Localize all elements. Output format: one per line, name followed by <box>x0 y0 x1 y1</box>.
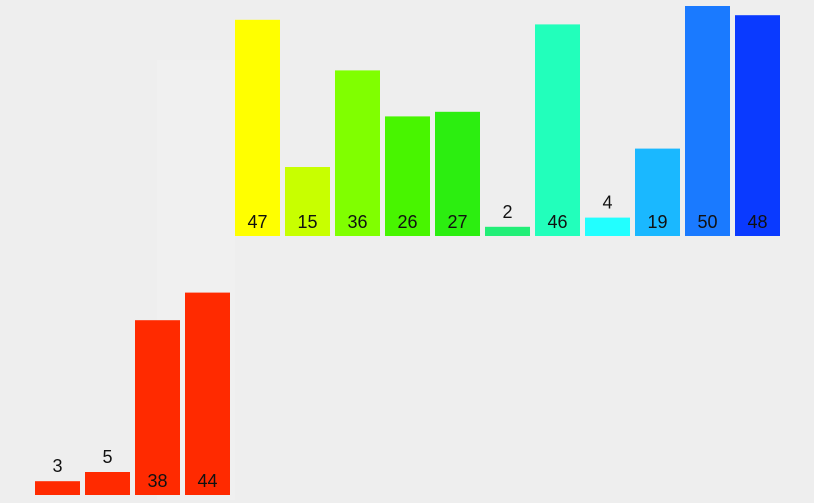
bar <box>135 320 180 495</box>
bar-label: 47 <box>247 212 267 232</box>
bar <box>285 167 330 236</box>
bar <box>85 472 130 495</box>
bar-label: 44 <box>197 471 217 491</box>
bar-label: 27 <box>447 212 467 232</box>
bar-label: 50 <box>697 212 717 232</box>
bar <box>485 226 530 236</box>
bar <box>735 15 780 237</box>
bar <box>585 217 630 236</box>
bar-label: 48 <box>747 212 767 232</box>
bar-label: 36 <box>347 212 367 232</box>
bar-label: 5 <box>102 447 112 467</box>
bar-label: 46 <box>547 212 567 232</box>
bar <box>535 24 580 237</box>
bar <box>685 6 730 236</box>
bar <box>635 148 680 236</box>
bar-label: 19 <box>647 212 667 232</box>
bar-label: 2 <box>502 202 512 222</box>
bar-label: 4 <box>602 193 612 213</box>
bar <box>335 70 380 237</box>
bar-label: 38 <box>147 471 167 491</box>
bar-label: 3 <box>52 456 62 476</box>
bar <box>185 292 230 495</box>
bar <box>235 19 280 236</box>
bar <box>35 481 80 495</box>
bar-label: 15 <box>297 212 317 232</box>
bar <box>435 111 480 236</box>
bar <box>385 116 430 236</box>
bar-label: 26 <box>397 212 417 232</box>
